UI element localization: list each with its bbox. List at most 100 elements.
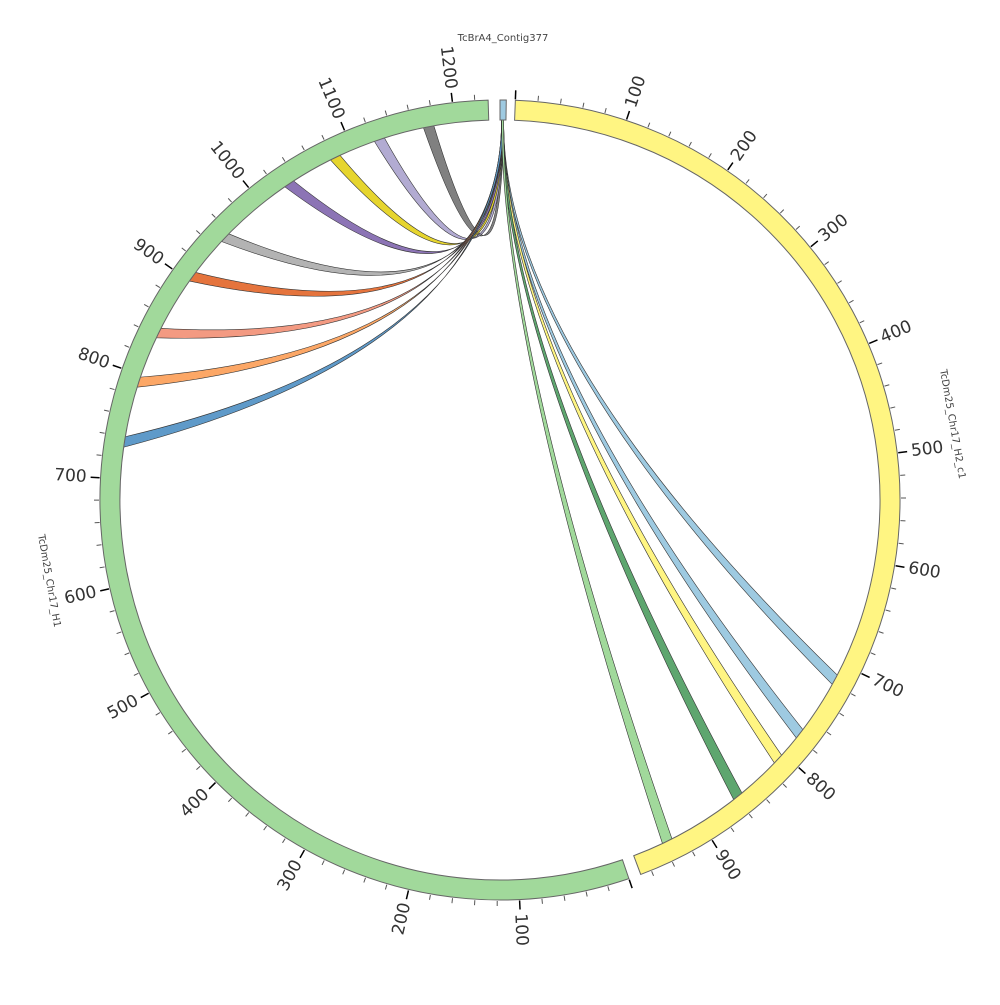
chrom-label-h2-c1: TcDm25_Chr17_H2_c1: [937, 368, 967, 480]
tick-label: 400: [176, 785, 213, 822]
tick-mark: [780, 210, 783, 214]
tick-label: 600: [62, 582, 98, 609]
tick-mark: [886, 610, 891, 611]
link-ribbon-1[interactable]: [374, 120, 503, 240]
tick-mark: [385, 885, 386, 890]
tick-mark: [837, 281, 841, 284]
tick-mark: [840, 713, 844, 716]
chrom-label-h1: TcDm25_Chr17_H1: [35, 533, 62, 629]
tick-mark: [300, 850, 304, 858]
tick-mark: [385, 111, 386, 116]
tick-mark: [243, 181, 249, 188]
tick-mark: [827, 732, 831, 735]
tick-label: 1200: [436, 45, 461, 90]
tick-mark: [364, 878, 366, 883]
tick-mark: [746, 179, 749, 183]
tick-mark: [364, 118, 366, 123]
tick-mark: [209, 783, 215, 789]
tick-mark: [877, 363, 882, 365]
tick-mark: [749, 814, 752, 818]
tick-mark: [885, 385, 890, 386]
tick-label: 200: [388, 901, 415, 937]
tick-mark: [561, 99, 562, 104]
tick-mark: [652, 871, 654, 876]
tick-mark: [689, 142, 691, 146]
tick-mark: [156, 713, 160, 716]
tick-mark: [860, 321, 864, 323]
link-ribbon-13[interactable]: [502, 120, 672, 844]
tick-mark: [669, 132, 671, 137]
tick-label: 900: [129, 235, 167, 270]
tick-label: 500: [104, 691, 142, 724]
tick-mark: [583, 103, 584, 108]
tick-mark: [899, 543, 904, 544]
tick-mark: [264, 826, 267, 830]
tick-label: 800: [802, 769, 840, 806]
tick-mark: [182, 749, 186, 752]
tick-mark: [767, 800, 770, 804]
tick-mark: [709, 153, 712, 157]
tick-mark: [429, 100, 430, 105]
tick-mark: [100, 432, 105, 433]
tick-mark: [648, 123, 650, 128]
tick-label: 100: [621, 73, 650, 110]
tick-mark: [110, 611, 115, 612]
tick-mark: [125, 653, 130, 655]
tick-mark: [343, 870, 345, 875]
tick-mark: [851, 694, 855, 696]
tick-label: 900: [711, 846, 745, 884]
tick-label: 700: [869, 670, 907, 702]
tick-mark: [125, 345, 130, 347]
tick-mark: [896, 566, 905, 567]
tick-mark: [182, 248, 186, 251]
tick-mark: [672, 862, 674, 867]
tick-mark: [608, 886, 609, 891]
tick-mark: [246, 813, 249, 817]
tick-mark: [693, 852, 695, 856]
tick-mark: [406, 890, 408, 899]
tick-mark: [586, 892, 587, 897]
ideogram-TcDm25_Chr17_H1[interactable]: [100, 100, 629, 900]
tick-mark: [264, 170, 267, 174]
tick-mark: [849, 300, 853, 302]
tick-label: 400: [877, 317, 915, 348]
tick-mark: [165, 264, 172, 269]
chrom-label-contig377: TcBrA4_Contig377: [457, 33, 549, 44]
tick-mark: [783, 784, 787, 788]
tick-mark: [564, 896, 565, 901]
tick-mark: [796, 226, 800, 229]
tick-label: 800: [75, 344, 112, 374]
tick-mark: [302, 146, 304, 150]
ideogram-TcBrA4_Contig377[interactable]: [500, 100, 506, 120]
link-ribbon-9[interactable]: [502, 120, 838, 684]
tick-mark: [282, 839, 285, 843]
tick-label: 1000: [206, 137, 249, 183]
tick-mark: [891, 588, 896, 589]
tick-mark: [542, 899, 543, 904]
tick-mark: [862, 674, 870, 678]
tick-mark: [813, 750, 817, 753]
tick-mark: [627, 111, 630, 120]
tick-mark: [196, 766, 200, 769]
tick-mark: [629, 880, 632, 889]
tick-mark: [196, 231, 200, 234]
tick-mark: [110, 388, 115, 389]
tick-mark: [764, 194, 767, 198]
tick-mark: [898, 452, 907, 453]
tick-mark: [282, 157, 285, 161]
tick-mark: [811, 241, 818, 247]
tick-label: 100: [510, 913, 532, 946]
tick-mark: [451, 93, 452, 102]
tick-mark: [113, 365, 122, 368]
tick-mark: [91, 477, 100, 478]
tick-mark: [879, 632, 884, 634]
tick-mark: [100, 589, 109, 591]
tick-mark: [869, 340, 877, 344]
tick-label: 600: [907, 558, 942, 583]
tick-mark: [825, 262, 829, 265]
tick-mark: [407, 105, 408, 110]
link-ribbon-11[interactable]: [502, 120, 782, 763]
tick-mark: [144, 304, 148, 306]
tick-mark: [100, 567, 105, 568]
